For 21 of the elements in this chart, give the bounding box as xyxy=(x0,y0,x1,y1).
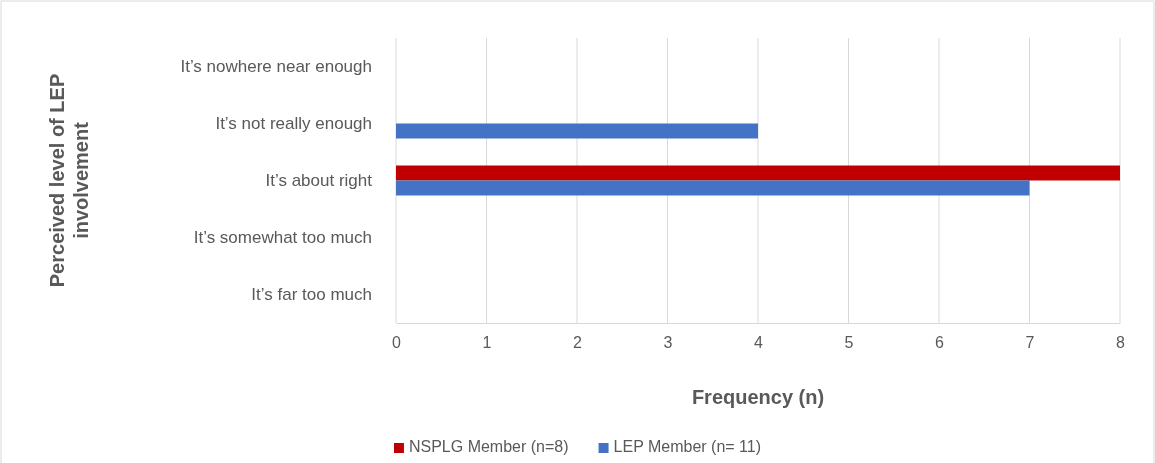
x-tick-label: 4 xyxy=(754,334,764,352)
bar xyxy=(396,165,1120,181)
x-tick-label: 8 xyxy=(1116,334,1126,352)
x-tick-label: 0 xyxy=(392,334,402,352)
bar xyxy=(396,180,1030,196)
y-tick-label: It’s far too much xyxy=(251,284,372,304)
x-tick-label: 7 xyxy=(1025,334,1035,352)
legend-label: NSPLG Member (n=8) xyxy=(408,438,569,455)
x-tick-label: 5 xyxy=(844,334,854,352)
x-axis-title: Frequency (n) xyxy=(691,386,825,408)
y-tick-label: It’s nowhere near enough xyxy=(180,56,372,76)
x-tick-label: 1 xyxy=(482,334,492,352)
x-tick-label: 2 xyxy=(573,334,583,352)
legend-label: LEP Member (n= 11) xyxy=(613,438,762,455)
bar xyxy=(396,123,758,139)
y-tick-label: It’s about right xyxy=(265,170,373,190)
x-tick-label: 6 xyxy=(935,334,945,352)
y-tick-label: It’s somewhat too much xyxy=(193,227,372,247)
y-tick-label: It’s not really enough xyxy=(215,113,372,133)
y-axis-title: Perceived level of LEP involvement xyxy=(46,73,92,288)
x-tick-label: 3 xyxy=(663,334,673,352)
